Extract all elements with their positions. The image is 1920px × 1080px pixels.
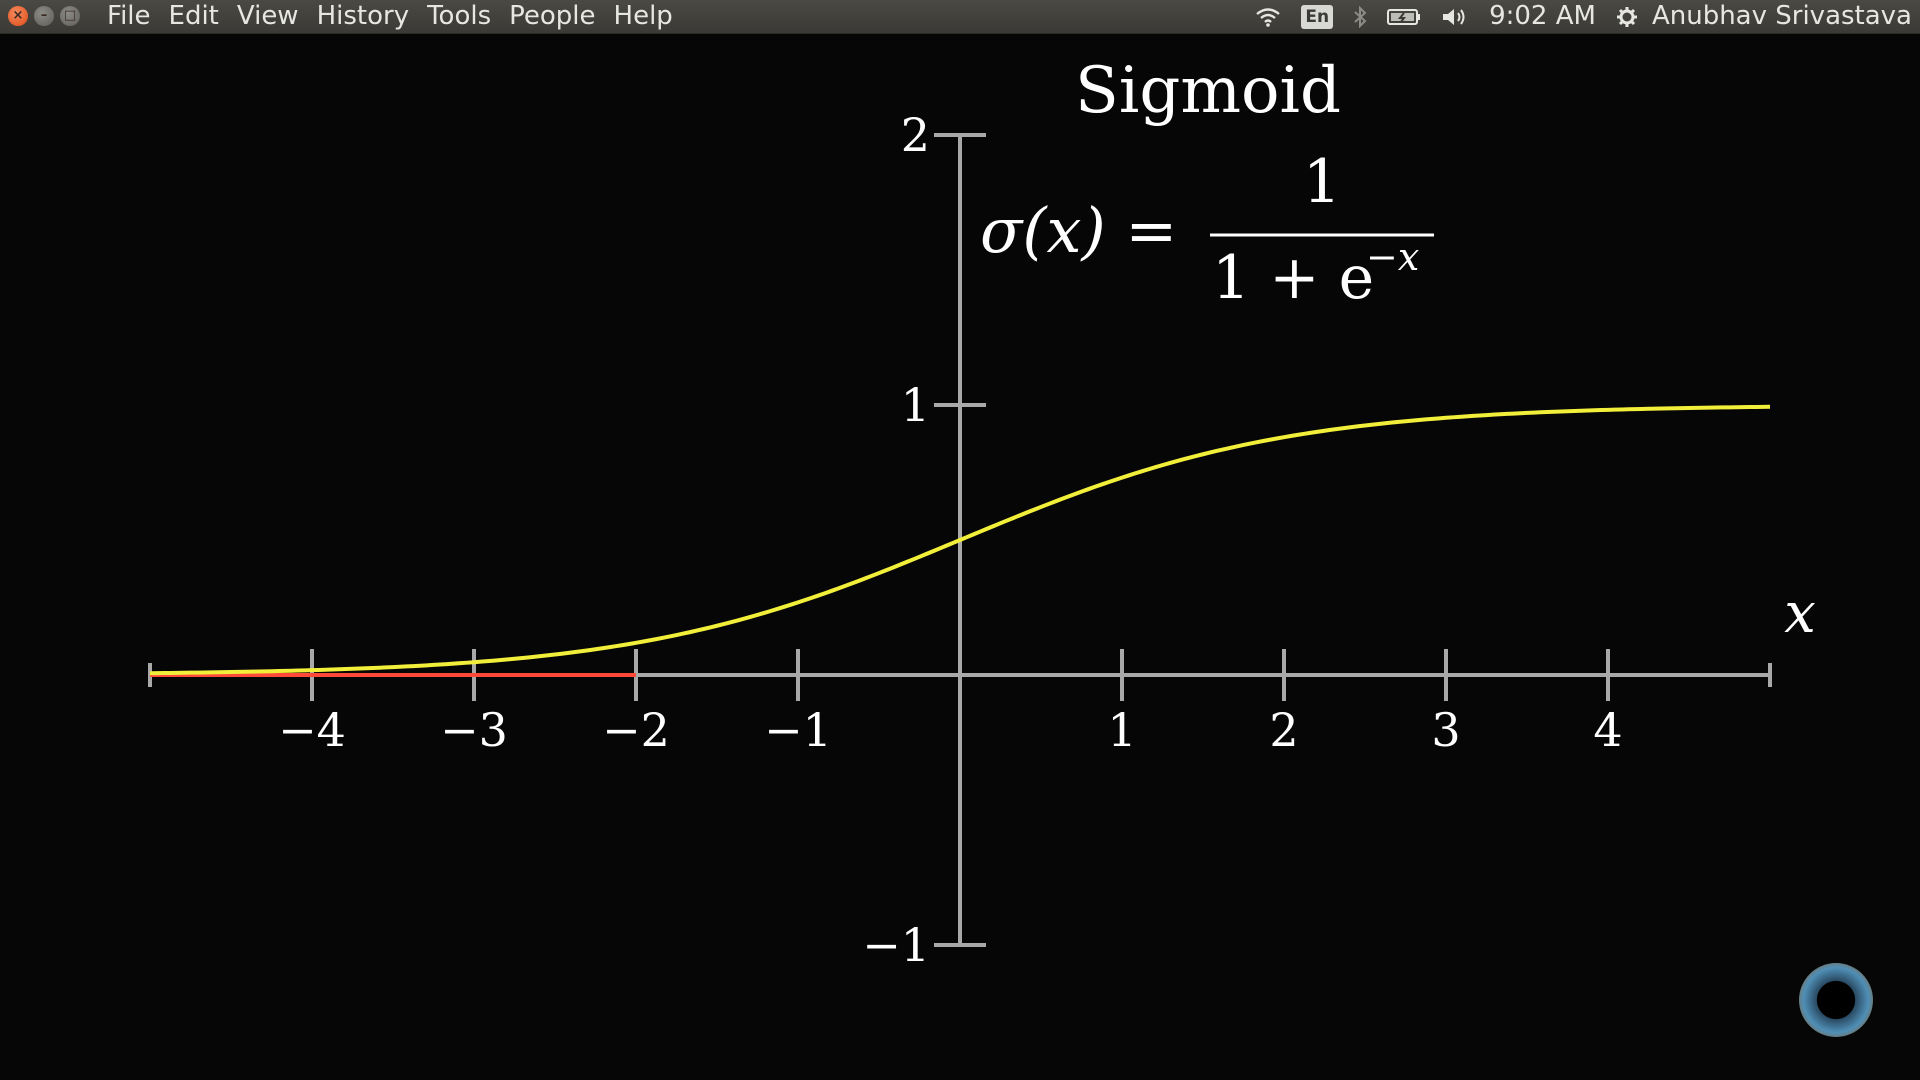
curves [149,404,1771,677]
close-icon: × [12,8,24,23]
menu-history[interactable]: History [316,1,410,31]
menu-edit[interactable]: Edit [168,1,219,31]
bluetooth-icon[interactable] [1353,5,1367,28]
settings-gear-icon[interactable] [1616,6,1638,28]
volume-icon[interactable] [1441,6,1469,28]
x-tick-label: −4 [278,703,346,757]
wifi-icon[interactable] [1255,7,1281,27]
sigmoid-formula: σ(x) = 1 1 + e −x [980,147,1434,313]
x-tick-label: −1 [764,703,832,757]
sigmoid-plot: −4 −3 −2 −1 1 2 3 4 2 1 −1 Sigmoid σ(x) = 1 1 + e … [148,54,1816,972]
x-axis-label: x [1784,581,1816,646]
x-tick-label: 1 [1107,703,1136,757]
minimize-window-button[interactable]: – [34,6,54,26]
clock[interactable]: 9:02 AM [1489,1,1596,31]
app-menu: File Edit View History Tools People Help [98,0,682,33]
maximize-icon: □ [63,8,77,23]
maximize-window-button[interactable]: □ [60,6,80,26]
menu-help[interactable]: Help [613,1,673,31]
menu-tools[interactable]: Tools [427,1,492,31]
sigmoid-curve [149,404,1771,676]
menu-file[interactable]: File [107,1,151,31]
menu-view[interactable]: View [236,1,299,31]
user-name[interactable]: Anubhav Srivastava [1651,1,1912,31]
formula-lhs: σ(x) = [980,194,1177,267]
system-indicators: En 9:02 AM [1245,0,1920,33]
battery-icon[interactable] [1387,7,1421,27]
x-tick-label: 3 [1431,703,1460,757]
chart-title: Sigmoid [1075,54,1341,128]
x-tick-label: 2 [1269,703,1298,757]
y-tick-label: −1 [862,918,930,972]
formula-exponent: −x [1366,235,1419,279]
close-window-button[interactable]: × [8,6,28,26]
y-tick-label: 1 [901,378,930,432]
minimize-icon: – [40,8,48,23]
webcam-eye-icon[interactable] [1799,963,1873,1037]
language-badge: En [1301,4,1334,29]
top-menu-bar: × – □ File Edit View History Tools Peopl… [0,0,1920,34]
x-tick-label: 4 [1593,703,1622,757]
x-tick-label: −3 [440,703,508,757]
x-tick-label: −2 [602,703,670,757]
y-tick-label: 2 [901,108,930,162]
tick-labels: −4 −3 −2 −1 1 2 3 4 2 1 −1 [278,108,1623,972]
menu-people[interactable]: People [509,1,596,31]
formula-denominator: 1 + e [1212,243,1374,313]
keyboard-language-indicator[interactable]: En [1301,4,1334,29]
formula-numerator: 1 [1303,147,1341,217]
